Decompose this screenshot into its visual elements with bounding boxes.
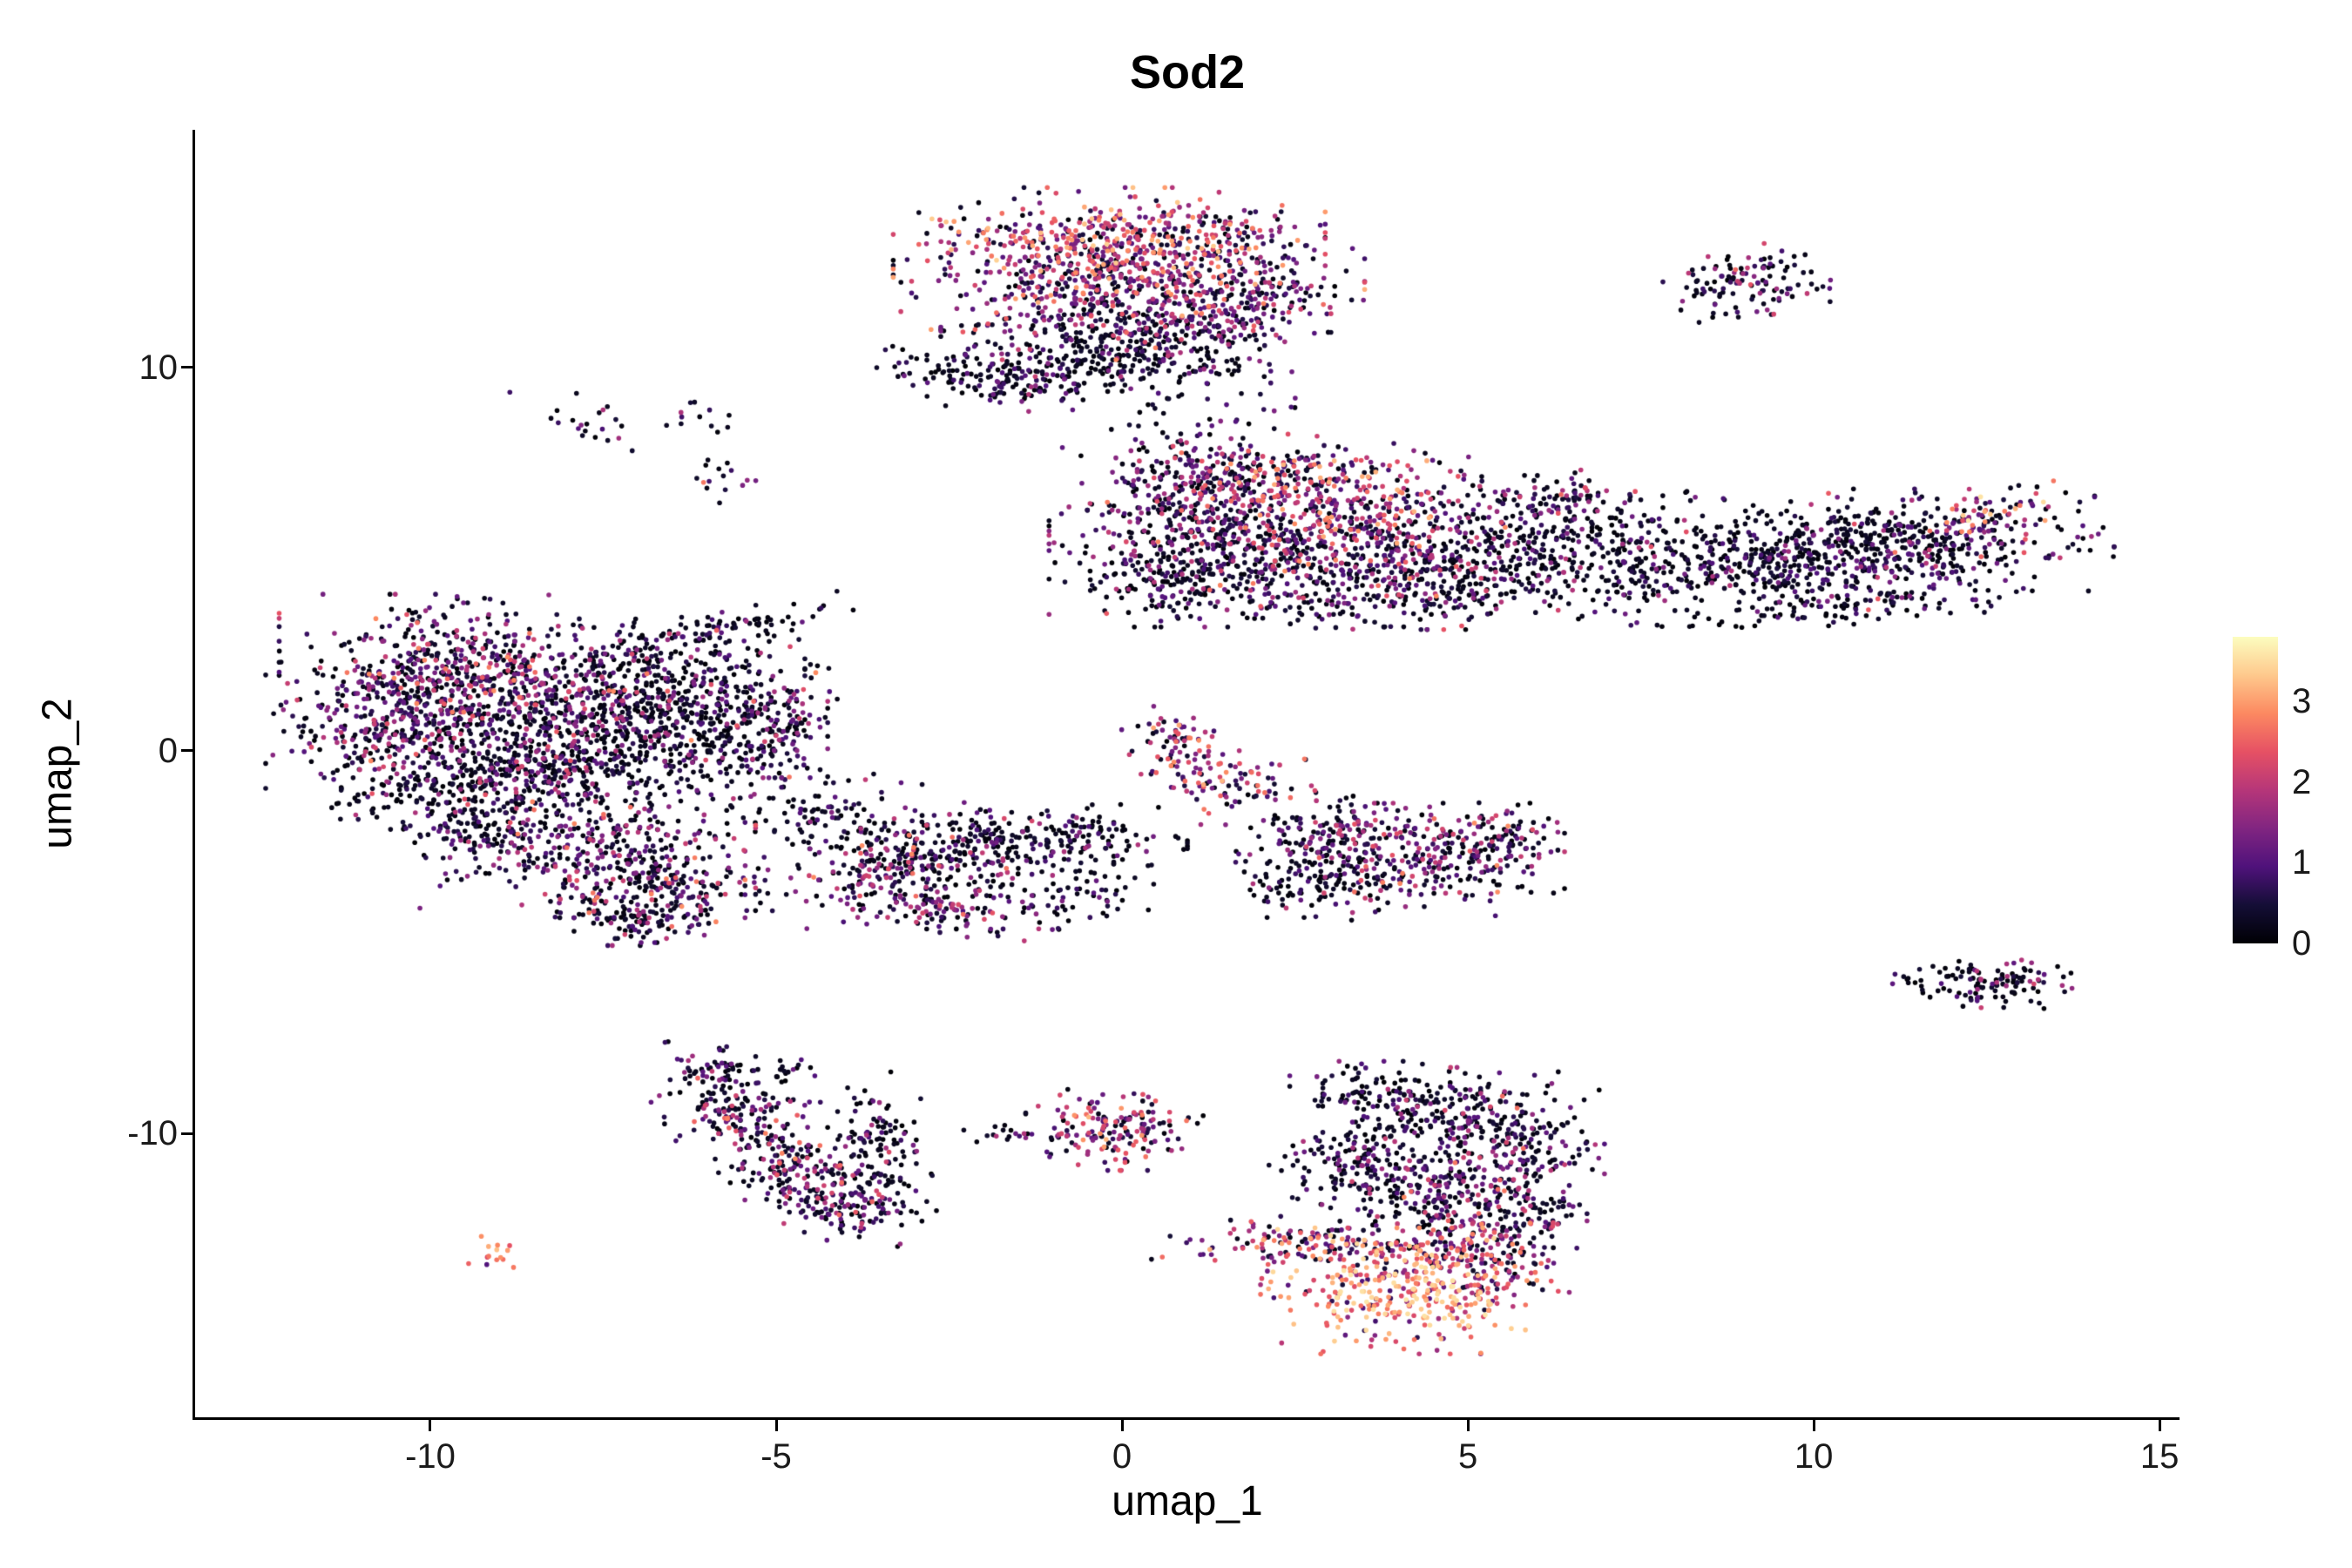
colorbar-tick-label: 1	[2292, 843, 2312, 882]
plot-area	[193, 130, 2180, 1420]
x-tick-mark	[1466, 1420, 1470, 1431]
colorbar-tick-label: 2	[2292, 762, 2312, 801]
x-tick-label: 10	[1794, 1437, 1834, 1476]
x-tick-label: 0	[1112, 1437, 1132, 1476]
scatter-points-canvas	[195, 130, 2177, 1417]
x-tick-label: 15	[2139, 1437, 2180, 1476]
y-tick-mark	[181, 1132, 193, 1135]
x-tick-mark	[774, 1420, 778, 1431]
y-tick-label: -10	[127, 1114, 178, 1153]
plot-title: Sod2	[1129, 46, 1246, 98]
x-axis-title: umap_1	[1112, 1478, 1263, 1524]
x-tick-label: -5	[760, 1437, 792, 1476]
x-tick-label: 5	[1457, 1437, 1478, 1476]
expression-colorbar	[2233, 637, 2278, 943]
y-tick-label: 10	[139, 348, 179, 387]
x-tick-mark	[1812, 1420, 1815, 1431]
colorbar-tick-label: 3	[2292, 682, 2312, 721]
y-axis-title: umap_2	[34, 698, 81, 849]
x-tick-mark	[429, 1420, 432, 1431]
x-tick-mark	[1120, 1420, 1124, 1431]
x-tick-label: -10	[405, 1437, 456, 1476]
x-tick-mark	[2158, 1420, 2161, 1431]
y-tick-mark	[181, 749, 193, 753]
y-tick-mark	[181, 366, 193, 369]
colorbar-tick-label: 0	[2292, 924, 2312, 963]
y-tick-label: 0	[158, 731, 178, 770]
